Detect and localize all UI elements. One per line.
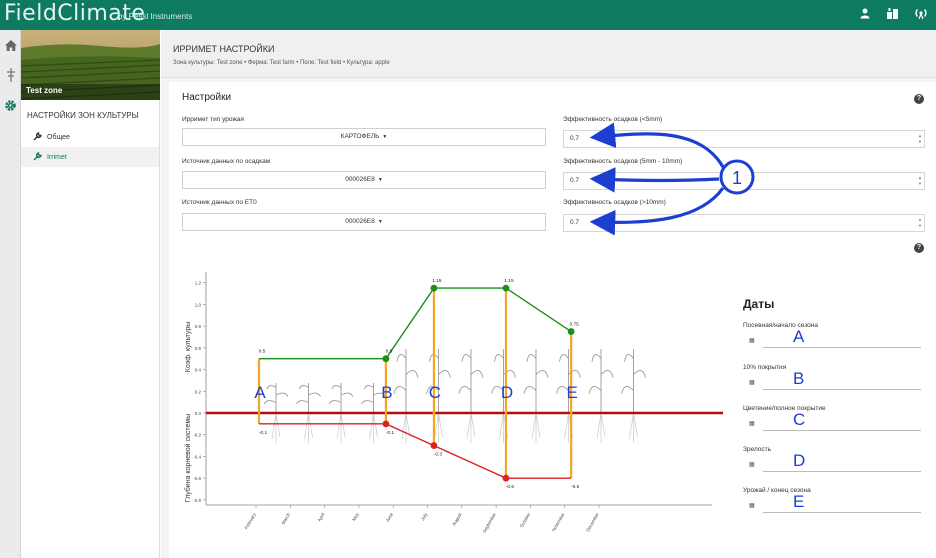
rain-source-select[interactable]: 000026E8 ▼ (182, 171, 546, 189)
eff-5-10-input[interactable]: 0.7 ▲ ▼ (563, 172, 925, 190)
eff-lt5-input[interactable]: 0.7 ▲ ▼ (563, 130, 925, 148)
antenna-icon[interactable] (0, 60, 21, 90)
settings-title: Настройки (182, 92, 232, 103)
date-input-10pct[interactable]: ▦ B (743, 369, 923, 390)
eff-gt10-label: Эффективность осадков (>10mm) (563, 199, 666, 206)
date-label-maturity: Зрелость (743, 446, 772, 453)
eff-lt5-value: 0.7 (570, 135, 580, 142)
sidebar-item-irrimet[interactable]: Irrimet (21, 147, 159, 167)
station-icon[interactable] (886, 7, 900, 21)
help-icon[interactable]: ? (914, 94, 924, 104)
zone-name: Test zone (26, 86, 63, 95)
date-input-maturity[interactable]: ▦ D (743, 451, 923, 472)
caret-down-icon: ▼ (377, 219, 383, 225)
et0-source-value: 000026E8 (345, 218, 375, 225)
date-label-harvest: Урожай / конец сезона (743, 487, 811, 494)
date-input-sowing[interactable]: ▦ A (743, 327, 923, 348)
rain-source-label: Источник данных по осадкам (182, 158, 271, 165)
spinner-icon[interactable]: ▲ ▼ (918, 217, 922, 228)
date-label-sowing: Посевная/начало сезона (743, 322, 818, 329)
zone-settings-sidebar: Test zone НАСТРОЙКИ ЗОН КУЛЬТУРЫ Общее I… (21, 30, 160, 558)
eff-5-10-value: 0.7 (570, 177, 580, 184)
sidebar-item-label: Irrimet (47, 153, 67, 161)
caret-down-icon: ▼ (382, 134, 388, 140)
brand-logo[interactable]: FieldClimate (4, 1, 146, 26)
calendar-icon[interactable]: ▦ (749, 380, 755, 386)
left-nav (0, 30, 21, 558)
stage-letter: A (793, 327, 805, 346)
top-bar: FieldClimate by Pessl Instruments (0, 0, 936, 30)
wrench-icon (33, 151, 42, 163)
wrench-icon (33, 131, 42, 143)
date-label-flowering: Цветение/полное покрытие (743, 405, 826, 412)
calendar-icon[interactable]: ▦ (749, 421, 755, 427)
calendar-icon[interactable]: ▦ (749, 338, 755, 344)
caret-down-icon: ▼ (377, 177, 383, 183)
sidebar-item-label: Общее (47, 133, 70, 141)
help-icon[interactable]: ? (914, 243, 924, 253)
date-input-harvest[interactable]: ▦ E (743, 492, 923, 513)
eff-lt5-label: Эффективность осадков (<5mm) (563, 116, 663, 123)
brand-subtitle: by Pessl Instruments (118, 12, 193, 21)
page-header: ИРРИМЕТ НАСТРОЙКИ Зона культуры: Test zo… (161, 30, 936, 78)
crop-type-label: Ирримет тип урожая (182, 116, 244, 123)
crop-type-value: КАРТОФЕЛЬ (340, 133, 380, 140)
main-content: ИРРИМЕТ НАСТРОЙКИ Зона культуры: Test zo… (161, 30, 936, 558)
zone-image: Test zone (21, 30, 160, 100)
settings-card: Настройки ? Ирримет тип урожая КАРТОФЕЛЬ… (169, 82, 936, 558)
eff-gt10-value: 0.7 (570, 219, 580, 226)
stage-letter: B (793, 369, 805, 388)
eff-gt10-input[interactable]: 0.7 ▲ ▼ (563, 214, 925, 232)
gear-icon[interactable] (0, 90, 21, 120)
sidebar-item-general[interactable]: Общее (21, 127, 159, 147)
rain-source-value: 000026E8 (345, 176, 375, 183)
user-icon[interactable] (858, 7, 872, 21)
et0-source-label: Источник данных по ET0 (182, 199, 257, 206)
spinner-icon[interactable]: ▲ ▼ (918, 133, 922, 144)
stage-letter: D (793, 451, 806, 470)
date-input-flowering[interactable]: ▦ C (743, 410, 923, 431)
calendar-icon[interactable]: ▦ (749, 503, 755, 509)
stage-letter: C (793, 410, 806, 429)
page-title: ИРРИМЕТ НАСТРОЙКИ (173, 44, 275, 54)
crop-type-select[interactable]: КАРТОФЕЛЬ ▼ (182, 128, 546, 146)
broadcast-icon[interactable] (914, 7, 928, 21)
date-label-10pct: 10% покрытия (743, 364, 787, 371)
sidebar-section-title: НАСТРОЙКИ ЗОН КУЛЬТУРЫ (27, 111, 139, 120)
dates-title: Даты (743, 297, 775, 311)
stage-letter: E (793, 492, 805, 511)
eff-5-10-label: Эффективность осадков (5mm - 10mm) (563, 158, 683, 165)
et0-source-select[interactable]: 000026E8 ▼ (182, 213, 546, 231)
home-icon[interactable] (0, 30, 21, 60)
calendar-icon[interactable]: ▦ (749, 462, 755, 468)
spinner-icon[interactable]: ▲ ▼ (918, 175, 922, 186)
breadcrumb: Зона культуры: Test zone • Ферма: Test f… (173, 60, 390, 66)
